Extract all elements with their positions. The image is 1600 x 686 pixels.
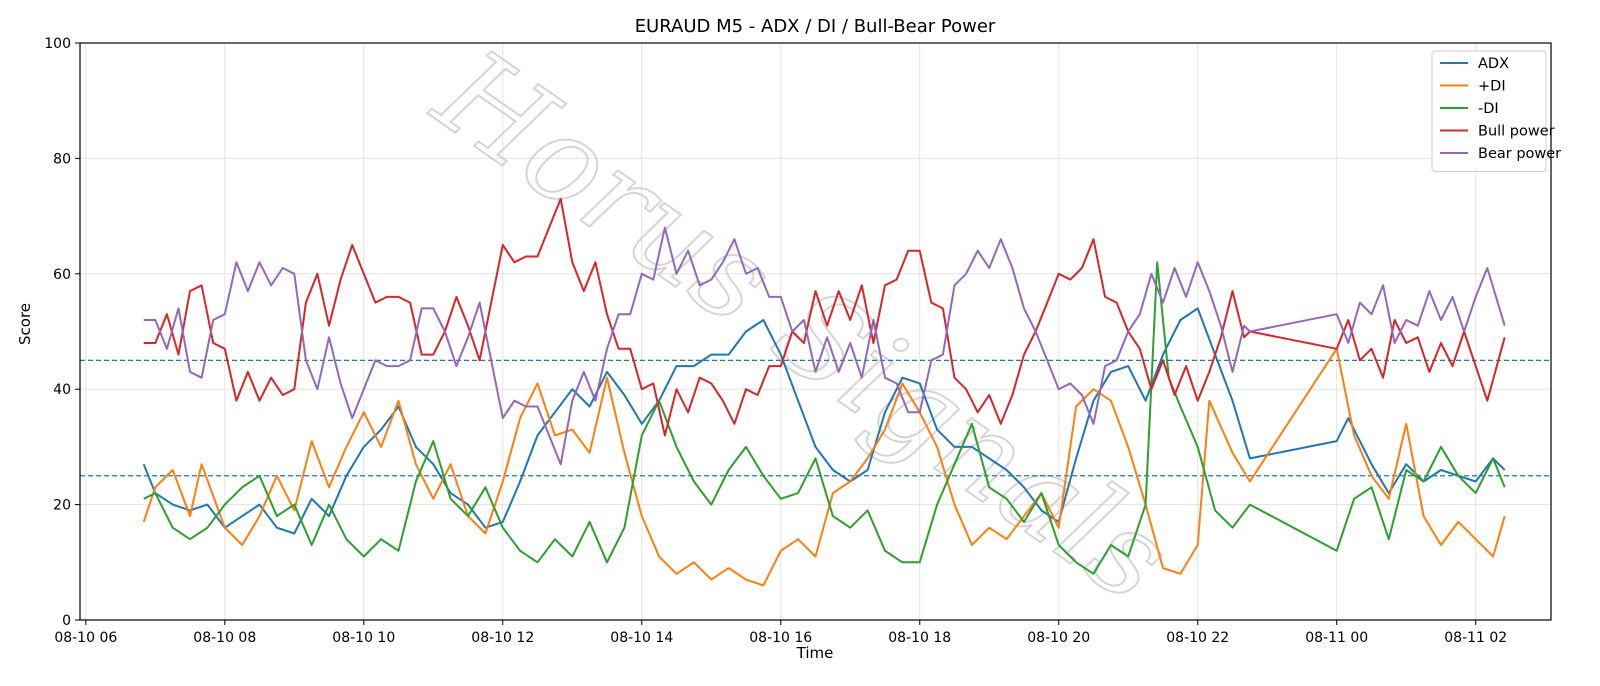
y-axis-label: Score [16, 303, 34, 345]
legend-box [1431, 50, 1547, 172]
legend-label-bear-power: Bear power [1478, 146, 1561, 162]
series-layer [142, 197, 1506, 587]
legend-label-bull-power: Bull power [1478, 124, 1555, 140]
series-line-bear-power [143, 226, 1506, 466]
grid-layer [80, 42, 1551, 621]
legend: ADX +DI -DI Bull power Bear power [1431, 50, 1561, 172]
x-tick-label: 08-10 16 [749, 630, 812, 646]
x-tick-label: 08-10 10 [332, 630, 395, 646]
threshold-lines [80, 359, 1551, 477]
x-tick-label: 08-10 08 [193, 630, 256, 646]
y-tick-label: 40 [53, 382, 71, 398]
tick-layer: 0 20 40 60 80 100 08-10 06 08-10 08 08-10 10 08-1… [44, 36, 1507, 646]
series-line-di [142, 347, 1506, 587]
x-tick-label: 08-10 18 [888, 630, 951, 646]
series-line-bull-power [143, 197, 1506, 437]
x-tick-label: 08-10 06 [54, 630, 117, 646]
x-tick-label: 08-11 02 [1444, 630, 1507, 646]
x-tick-label: 08-11 00 [1305, 630, 1368, 646]
plot-frame [79, 42, 1552, 621]
chart-title: EURAUD M5 - ADX / DI / Bull-Bear Power [635, 16, 996, 37]
x-tick-label: 08-10 12 [471, 630, 534, 646]
y-tick-label: 80 [53, 151, 71, 167]
x-tick-label: 08-10 20 [1027, 630, 1090, 646]
legend-label-di: -DI [1478, 101, 1499, 117]
y-tick-label: 20 [53, 498, 71, 514]
x-tick-label: 08-10 22 [1166, 630, 1229, 646]
series-line-di [143, 261, 1506, 575]
y-tick-label: 60 [53, 267, 71, 283]
legend-label-adx: ADX [1478, 56, 1509, 72]
legend-label-di: +DI [1478, 79, 1506, 95]
y-tick-label: 100 [44, 36, 71, 52]
x-tick-label: 08-10 14 [610, 630, 673, 646]
series-line-adx [142, 307, 1506, 535]
y-tick-label: 0 [62, 613, 71, 629]
x-axis-label: Time [796, 644, 834, 662]
